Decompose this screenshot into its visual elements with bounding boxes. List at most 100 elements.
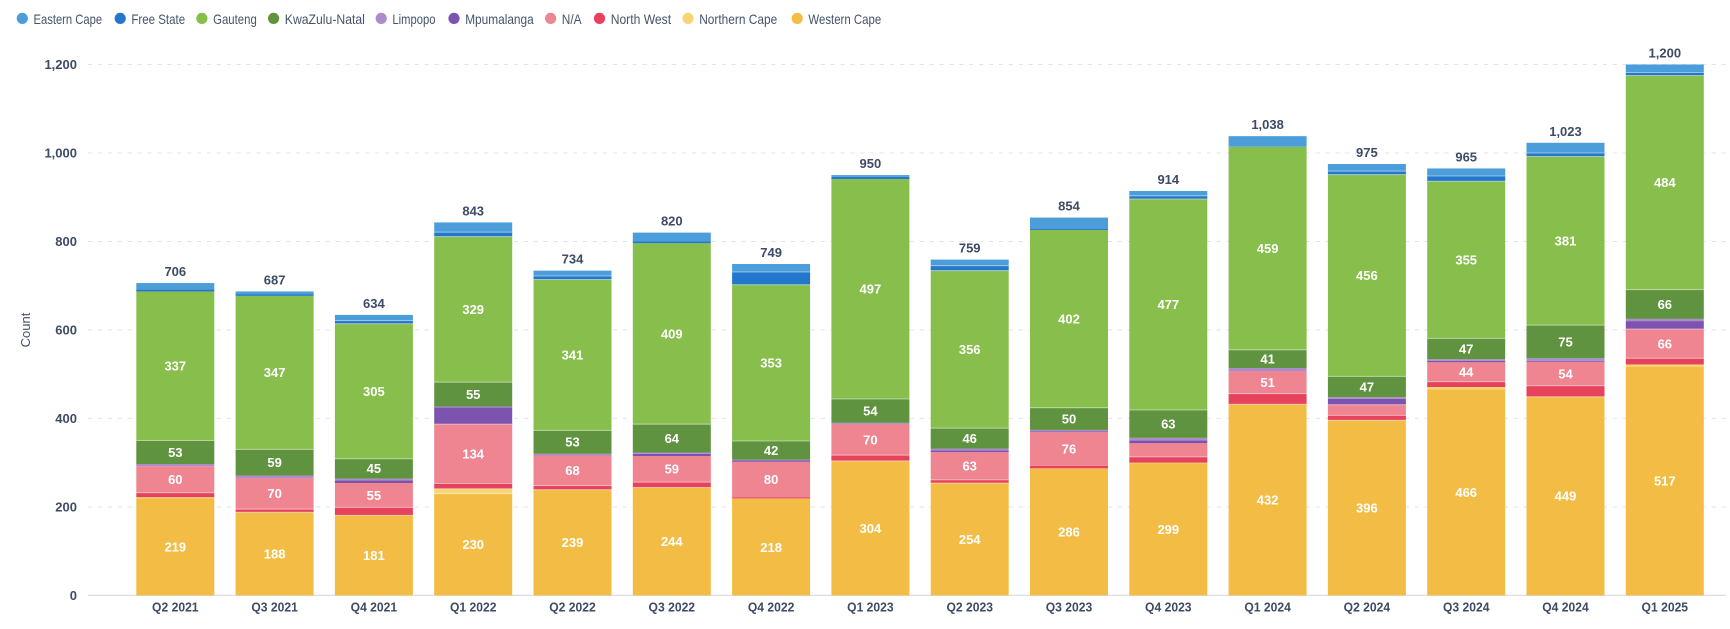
svg-text:Q2 2024: Q2 2024 [1344, 600, 1391, 615]
svg-text:66: 66 [1658, 336, 1672, 351]
svg-text:64: 64 [665, 431, 680, 446]
svg-text:219: 219 [164, 540, 186, 555]
svg-text:63: 63 [1161, 417, 1175, 432]
svg-text:759: 759 [959, 241, 981, 256]
svg-text:Free State: Free State [131, 12, 185, 27]
svg-text:600: 600 [55, 322, 77, 337]
svg-text:60: 60 [168, 472, 182, 487]
svg-text:843: 843 [462, 203, 484, 218]
svg-text:45: 45 [367, 461, 381, 476]
svg-text:734: 734 [562, 252, 584, 267]
svg-text:Gauteng: Gauteng [213, 12, 257, 27]
svg-text:0: 0 [70, 588, 77, 603]
svg-text:Q4 2022: Q4 2022 [748, 600, 795, 615]
svg-text:63: 63 [962, 459, 976, 474]
svg-text:54: 54 [863, 404, 878, 419]
svg-text:820: 820 [661, 214, 683, 229]
svg-text:Q2 2022: Q2 2022 [549, 600, 596, 615]
svg-text:188: 188 [264, 546, 286, 561]
svg-text:517: 517 [1654, 474, 1676, 489]
svg-text:Q3 2023: Q3 2023 [1046, 600, 1093, 615]
svg-text:634: 634 [363, 296, 385, 311]
svg-text:66: 66 [1658, 297, 1672, 312]
svg-text:459: 459 [1257, 241, 1279, 256]
svg-text:181: 181 [363, 548, 385, 563]
svg-text:409: 409 [661, 326, 683, 341]
svg-text:70: 70 [267, 486, 281, 501]
svg-text:1,038: 1,038 [1251, 117, 1284, 132]
svg-text:402: 402 [1058, 312, 1080, 327]
svg-text:North West: North West [611, 12, 672, 27]
svg-text:59: 59 [665, 462, 679, 477]
svg-text:Limpopo: Limpopo [392, 12, 435, 27]
svg-text:41: 41 [1260, 352, 1274, 367]
svg-text:Q1 2024: Q1 2024 [1244, 600, 1291, 615]
svg-text:1,200: 1,200 [44, 57, 77, 72]
svg-text:134: 134 [462, 446, 484, 461]
svg-text:Northern Cape: Northern Cape [699, 12, 777, 27]
svg-text:42: 42 [764, 443, 778, 458]
svg-text:Q2 2021: Q2 2021 [152, 600, 199, 615]
svg-text:Q1 2023: Q1 2023 [847, 600, 894, 615]
svg-text:329: 329 [462, 302, 484, 317]
svg-text:70: 70 [863, 432, 877, 447]
svg-text:53: 53 [565, 435, 579, 450]
svg-text:456: 456 [1356, 268, 1378, 283]
svg-text:965: 965 [1455, 150, 1477, 165]
svg-text:Q1 2022: Q1 2022 [450, 600, 497, 615]
svg-text:337: 337 [164, 359, 186, 374]
svg-text:1,023: 1,023 [1549, 124, 1582, 139]
svg-text:706: 706 [164, 264, 186, 279]
svg-text:230: 230 [462, 537, 484, 552]
svg-text:Q1 2025: Q1 2025 [1642, 600, 1689, 615]
svg-text:305: 305 [363, 384, 385, 399]
svg-text:432: 432 [1257, 492, 1279, 507]
svg-text:800: 800 [55, 234, 77, 249]
svg-text:76: 76 [1062, 442, 1076, 457]
svg-text:55: 55 [367, 488, 381, 503]
svg-text:54: 54 [1558, 366, 1573, 381]
svg-text:341: 341 [562, 348, 584, 363]
svg-text:Q2 2023: Q2 2023 [946, 600, 993, 615]
svg-text:497: 497 [860, 282, 882, 297]
svg-text:347: 347 [264, 365, 286, 380]
svg-text:51: 51 [1260, 375, 1274, 390]
svg-text:286: 286 [1058, 525, 1080, 540]
svg-text:55: 55 [466, 387, 480, 402]
svg-text:Q4 2024: Q4 2024 [1542, 600, 1589, 615]
svg-text:854: 854 [1058, 199, 1080, 214]
svg-text:304: 304 [860, 521, 882, 536]
svg-text:749: 749 [760, 245, 782, 260]
svg-text:53: 53 [168, 445, 182, 460]
svg-text:400: 400 [55, 411, 77, 426]
svg-text:Q3 2022: Q3 2022 [649, 600, 696, 615]
svg-text:355: 355 [1455, 252, 1477, 267]
svg-text:975: 975 [1356, 145, 1378, 160]
svg-text:477: 477 [1157, 297, 1179, 312]
svg-text:687: 687 [264, 273, 286, 288]
svg-text:244: 244 [661, 534, 683, 549]
svg-text:239: 239 [562, 535, 584, 550]
svg-text:Count: Count [18, 312, 33, 347]
svg-text:200: 200 [55, 499, 77, 514]
svg-text:914: 914 [1157, 172, 1179, 187]
svg-text:Q4 2023: Q4 2023 [1145, 600, 1192, 615]
svg-text:1,000: 1,000 [44, 146, 77, 161]
svg-text:KwaZulu-Natal: KwaZulu-Natal [285, 12, 365, 27]
svg-text:449: 449 [1555, 489, 1577, 504]
svg-text:299: 299 [1157, 522, 1179, 537]
svg-text:Western Cape: Western Cape [808, 12, 881, 27]
svg-text:218: 218 [760, 540, 782, 555]
svg-text:44: 44 [1459, 365, 1474, 380]
svg-text:N/A: N/A [562, 12, 583, 27]
svg-text:75: 75 [1558, 334, 1572, 349]
svg-text:381: 381 [1555, 233, 1577, 248]
svg-text:Q4 2021: Q4 2021 [351, 600, 398, 615]
svg-text:466: 466 [1455, 485, 1477, 500]
svg-text:80: 80 [764, 472, 778, 487]
svg-text:Mpumalanga: Mpumalanga [465, 12, 534, 27]
svg-text:Q3 2021: Q3 2021 [251, 600, 298, 615]
svg-text:47: 47 [1360, 379, 1374, 394]
svg-text:396: 396 [1356, 500, 1378, 515]
svg-text:356: 356 [959, 342, 981, 357]
